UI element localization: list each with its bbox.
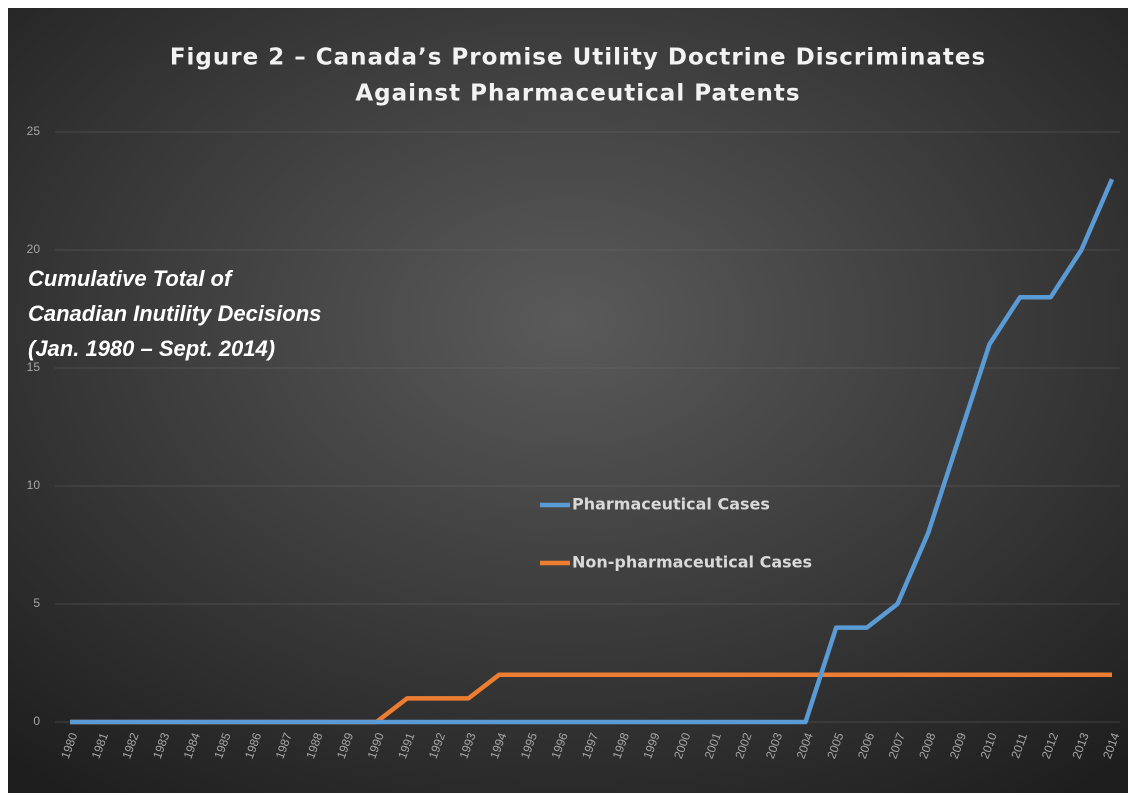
- legend-label: Pharmaceutical Cases: [572, 495, 770, 514]
- y-tick-label: 15: [27, 360, 41, 374]
- y-tick-label: 5: [33, 596, 40, 610]
- chart-title: Figure 2 – Canada’s Promise Utility Doct…: [170, 45, 986, 71]
- annotation: Canadian Inutility Decisions: [28, 301, 321, 326]
- chart-title: Against Pharmaceutical Patents: [355, 81, 800, 107]
- chart-background: [8, 8, 1128, 793]
- annotation: Cumulative Total of: [28, 266, 234, 291]
- annotation: (Jan. 1980 – Sept. 2014): [28, 336, 275, 361]
- legend-label: Non-pharmaceutical Cases: [572, 553, 812, 572]
- y-tick-label: 25: [27, 124, 41, 138]
- series-line: [70, 178, 1115, 725]
- y-tick-label: 0: [33, 714, 40, 728]
- y-tick-label: 20: [27, 242, 41, 256]
- y-tick-label: 10: [27, 478, 41, 492]
